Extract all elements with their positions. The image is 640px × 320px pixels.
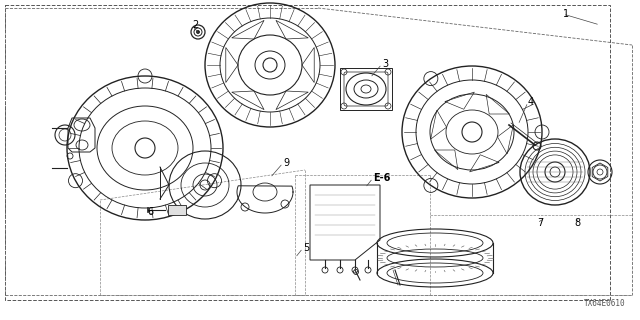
Text: 8: 8 — [574, 218, 580, 228]
Text: 2: 2 — [192, 20, 198, 30]
Ellipse shape — [196, 30, 200, 34]
Text: 7: 7 — [537, 218, 543, 228]
Text: 6: 6 — [147, 207, 153, 217]
Text: 5: 5 — [303, 243, 309, 253]
Text: 9: 9 — [283, 158, 289, 168]
Text: 3: 3 — [382, 59, 388, 69]
Text: TX64E0610: TX64E0610 — [584, 299, 625, 308]
Text: E-6: E-6 — [373, 173, 390, 183]
Text: 4: 4 — [528, 97, 534, 107]
Text: 1: 1 — [563, 9, 569, 19]
FancyBboxPatch shape — [168, 205, 186, 215]
